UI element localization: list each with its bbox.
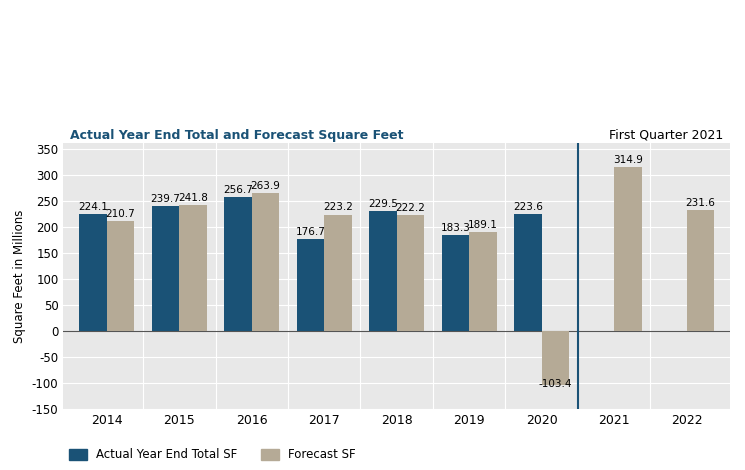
Text: 241.8: 241.8 — [178, 193, 208, 203]
Text: 256.7: 256.7 — [223, 185, 253, 195]
Text: 239.7: 239.7 — [150, 194, 180, 204]
Text: U.S. Markets, Annual Net Absorption: U.S. Markets, Annual Net Absorption — [13, 92, 316, 110]
Bar — [252, 193, 279, 331]
Bar — [297, 239, 324, 331]
Text: 223.2: 223.2 — [323, 203, 353, 212]
Bar — [614, 167, 641, 331]
Bar — [542, 331, 569, 384]
Bar — [687, 210, 714, 331]
Text: 224.1: 224.1 — [78, 202, 108, 212]
Bar — [396, 215, 424, 331]
Text: The NAIOP Industrial Space Demand Forecast: The NAIOP Industrial Space Demand Foreca… — [13, 42, 532, 61]
Text: FIGURE 2: FIGURE 2 — [13, 16, 65, 26]
Bar — [514, 214, 542, 331]
Text: First Quarter 2021: First Quarter 2021 — [609, 129, 723, 141]
Text: 223.6: 223.6 — [513, 202, 543, 212]
Text: 222.2: 222.2 — [396, 203, 425, 213]
Text: 229.5: 229.5 — [368, 199, 398, 209]
Text: 263.9: 263.9 — [250, 181, 280, 191]
Text: 189.1: 189.1 — [468, 220, 498, 230]
Text: -103.4: -103.4 — [539, 379, 572, 389]
Legend: Actual Year End Total SF, Forecast SF: Actual Year End Total SF, Forecast SF — [69, 448, 356, 462]
Y-axis label: Square Feet in Millions: Square Feet in Millions — [13, 210, 26, 343]
Bar — [442, 235, 469, 331]
Bar — [469, 232, 497, 331]
Bar — [180, 205, 207, 331]
Text: 176.7: 176.7 — [296, 227, 326, 237]
Bar — [152, 206, 180, 331]
Bar — [224, 197, 252, 331]
Bar — [107, 221, 134, 331]
Bar — [79, 214, 107, 331]
Text: 314.9: 314.9 — [613, 155, 643, 165]
Text: 183.3: 183.3 — [440, 223, 470, 233]
Bar — [324, 215, 352, 331]
Text: 210.7: 210.7 — [106, 209, 136, 219]
Text: Actual Year End Total and Forecast Square Feet: Actual Year End Total and Forecast Squar… — [70, 129, 404, 141]
Bar — [370, 212, 396, 331]
Text: 231.6: 231.6 — [685, 198, 715, 208]
